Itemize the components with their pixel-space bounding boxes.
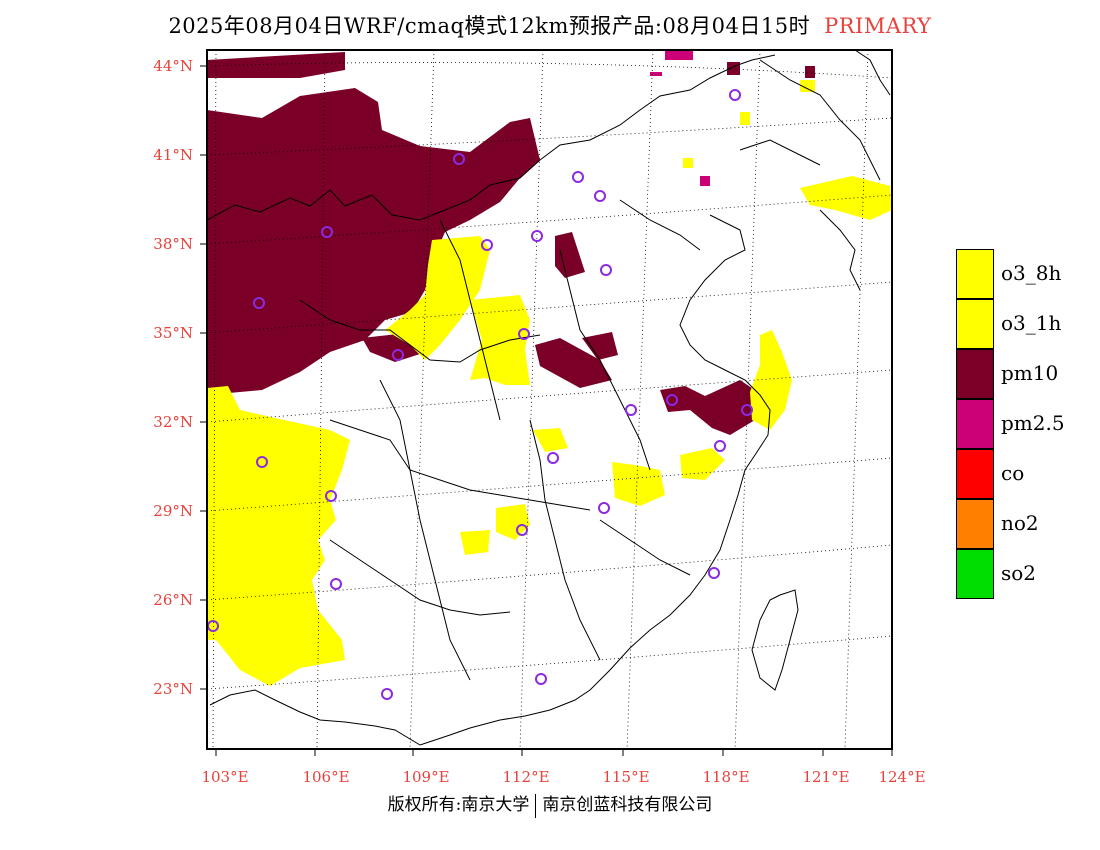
legend-item-pm10: pm10 — [956, 349, 1096, 399]
station-marker — [518, 328, 530, 340]
station-marker — [481, 239, 493, 251]
station-marker — [572, 171, 584, 183]
legend-label: o3_1h — [1001, 311, 1062, 335]
station-marker — [330, 578, 342, 590]
legend-item-o3-1h: o3_1h — [956, 299, 1096, 349]
lon-label: 109°E — [402, 768, 449, 786]
lon-label: 121°E — [802, 768, 849, 786]
legend-swatch — [956, 499, 994, 549]
lat-label: 44°N — [153, 57, 193, 75]
station-marker — [325, 490, 337, 502]
legend-item-pm25: pm2.5 — [956, 399, 1096, 449]
station-marker — [392, 349, 404, 361]
station-marker — [729, 89, 741, 101]
legend-swatch — [956, 299, 994, 349]
title-text: 2025年08月04日WRF/cmaq模式12km预报产品:08月04日15时 — [168, 14, 811, 38]
lat-label: 23°N — [153, 680, 193, 698]
legend-item-o3-8h: o3_8h — [956, 249, 1096, 299]
lat-label: 38°N — [153, 235, 193, 253]
pm10-regions — [207, 52, 815, 435]
legend-swatch — [956, 549, 994, 599]
legend-swatch — [956, 449, 994, 499]
legend-label: pm2.5 — [1001, 411, 1065, 435]
station-marker — [625, 404, 637, 416]
legend-item-co: co — [956, 449, 1096, 499]
pollutant-legend: o3_8h o3_1h pm10 pm2.5 co no2 so2 — [956, 249, 1096, 599]
lon-label: 103°E — [201, 768, 248, 786]
station-marker — [547, 452, 559, 464]
lon-label: 112°E — [502, 768, 549, 786]
o3-regions — [207, 80, 892, 686]
station-marker — [453, 153, 465, 165]
lon-label: 115°E — [602, 768, 649, 786]
legend-label: o3_8h — [1001, 261, 1062, 285]
lat-label: 41°N — [153, 146, 193, 164]
longitude-axis: 103°E 106°E 109°E 112°E 115°E 118°E 121°… — [201, 749, 926, 786]
station-marker — [714, 440, 726, 452]
legend-swatch — [956, 349, 994, 399]
station-marker — [516, 524, 528, 536]
station-markers — [207, 89, 753, 700]
map-frame — [206, 49, 893, 750]
lat-label: 29°N — [153, 502, 193, 520]
station-marker — [535, 673, 547, 685]
legend-label: pm10 — [1001, 361, 1059, 385]
station-marker — [708, 567, 720, 579]
station-marker — [253, 297, 265, 309]
legend-item-no2: no2 — [956, 499, 1096, 549]
copyright-footer: 版权所有:南京大学 南京创蓝科技有限公司 — [0, 790, 1100, 818]
boundary-lines — [207, 50, 891, 746]
legend-label: co — [1001, 461, 1025, 485]
graticule — [207, 50, 892, 749]
lon-label: 124°E — [878, 768, 925, 786]
lon-label: 118°E — [702, 768, 749, 786]
lat-label: 26°N — [153, 591, 193, 609]
legend-label: no2 — [1001, 511, 1039, 535]
legend-swatch — [956, 399, 994, 449]
lat-label: 35°N — [153, 324, 193, 342]
station-marker — [741, 404, 753, 416]
legend-swatch — [956, 249, 994, 299]
primary-pollutant-tag: PRIMARY — [824, 14, 932, 38]
legend-item-so2: so2 — [956, 549, 1096, 599]
station-marker — [594, 190, 606, 202]
copyright-text: 版权所有:南京大学 — [387, 795, 530, 815]
station-marker — [321, 226, 333, 238]
company-name: 南京创蓝科技有限公司 — [542, 795, 713, 815]
footer-divider — [535, 793, 537, 818]
lat-label: 32°N — [153, 413, 193, 431]
station-marker — [381, 688, 393, 700]
lon-label: 106°E — [302, 768, 349, 786]
station-marker — [531, 230, 543, 242]
station-marker — [600, 264, 612, 276]
pm25-regions — [650, 50, 710, 186]
station-marker — [598, 502, 610, 514]
station-marker — [666, 394, 678, 406]
map-title: 2025年08月04日WRF/cmaq模式12km预报产品:08月04日15时 P… — [0, 10, 1100, 40]
latitude-axis: 44°N 41°N 38°N 35°N 32°N 29°N 26°N 23°N — [153, 57, 207, 698]
legend-label: so2 — [1001, 561, 1037, 585]
station-marker — [256, 456, 268, 468]
